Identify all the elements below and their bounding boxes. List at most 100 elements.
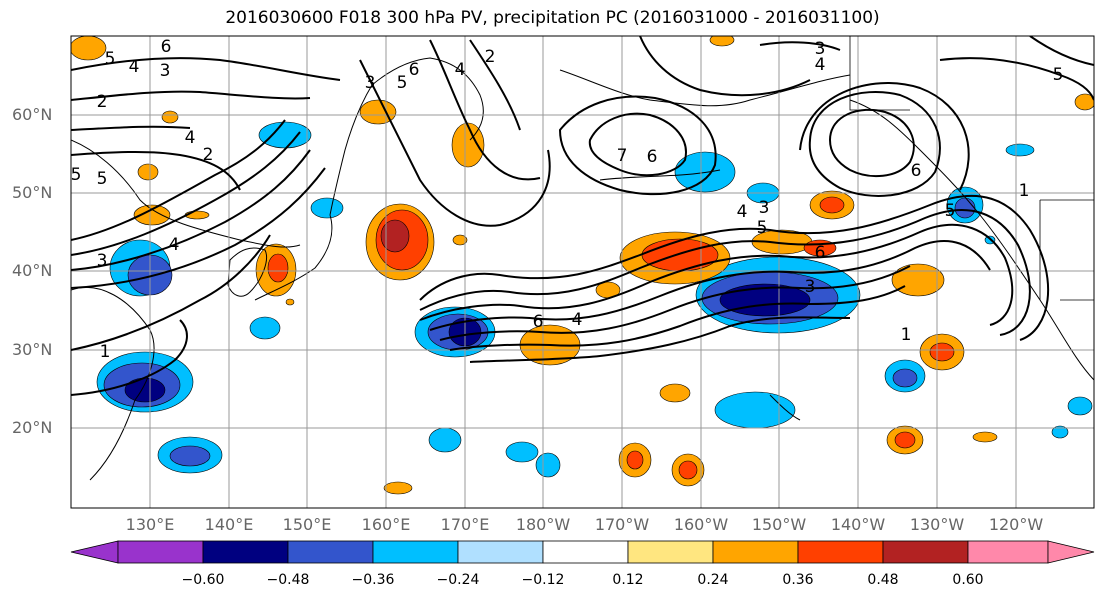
pv-contours <box>71 36 1094 396</box>
pos-anomaly <box>626 450 644 470</box>
contour-label: 5 <box>397 73 408 93</box>
contour-label: 5 <box>945 201 956 221</box>
colorbar-tick-label: −0.24 <box>436 572 480 588</box>
colorbar-swatch <box>202 540 289 564</box>
colorbar-swatch <box>797 540 884 564</box>
lon-label: 150°E <box>282 515 332 534</box>
colorbar-swatch <box>712 540 799 564</box>
pos-anomaly <box>161 110 179 124</box>
lat-label: 60°N <box>12 105 53 124</box>
lon-label: 150°W <box>751 515 807 534</box>
neg-anomaly <box>169 445 211 467</box>
pv-contour-north-2 <box>71 90 311 101</box>
contour-label: 5 <box>1053 65 1064 85</box>
contour-label: 5 <box>757 218 768 238</box>
pv-contour-northeast-3 <box>939 57 1094 101</box>
contour-label: 5 <box>97 169 108 189</box>
precip-shading <box>71 36 1094 495</box>
contour-label: 1 <box>100 342 111 362</box>
contour-label: 3 <box>759 198 770 218</box>
pos-anomaly <box>972 431 998 443</box>
coastline-kurils <box>329 84 373 216</box>
coastline-china <box>71 286 155 481</box>
pos-anomaly <box>71 36 107 61</box>
pv-contour-central-1 <box>359 59 551 227</box>
graticule <box>71 36 1094 508</box>
pv-contour-closed-3 <box>828 108 915 178</box>
colorbar-swatch <box>117 540 204 564</box>
coastline-hawaii <box>769 394 801 421</box>
contour-label: 3 <box>805 277 816 297</box>
contour-label: 4 <box>737 202 748 222</box>
pv-contour-central-3 <box>469 39 521 131</box>
contour-label: 6 <box>533 312 544 332</box>
pos-anomaly <box>451 122 485 168</box>
pv-contour-7 <box>469 316 851 363</box>
pv-contour-west-2 <box>71 131 301 256</box>
contour-label: 1 <box>901 325 912 345</box>
lon-label: 120°W <box>988 515 1044 534</box>
pv-contour-west-1 <box>71 119 286 241</box>
contour-label: 2 <box>97 92 108 112</box>
pv-contour-2 <box>419 209 1031 336</box>
contour-label: 3 <box>365 73 376 93</box>
pv-contour-4 <box>429 239 991 331</box>
pv-contour-west-5 <box>71 234 271 351</box>
colorbar-tick-label: −0.12 <box>521 572 565 588</box>
colorbar-extend-low <box>70 540 119 564</box>
lon-label: 130°E <box>125 515 175 534</box>
contour-label: 3 <box>160 61 171 81</box>
coastline-kamchatka <box>371 57 484 141</box>
colorbar-tick-label: 0.12 <box>612 572 644 588</box>
lon-label: 130°W <box>909 515 965 534</box>
contour-label: 4 <box>129 57 140 77</box>
contour-label: 2 <box>485 47 496 67</box>
chart-title: 2016030600 F018 300 hPa PV, precipitatio… <box>225 8 880 28</box>
neg-anomaly <box>1051 425 1069 439</box>
pos-anomaly <box>133 204 171 226</box>
contour-label: 6 <box>161 37 172 57</box>
pv-contour-1 <box>419 194 1050 341</box>
coastline-alaska-south <box>559 69 851 107</box>
colorbar-tick-label: −0.36 <box>351 572 395 588</box>
pos-anomaly <box>1074 93 1094 111</box>
contour-label: 4 <box>169 235 180 255</box>
coastline-japan <box>254 214 333 301</box>
neg-anomaly <box>954 197 976 219</box>
colorbar-tick-label: −0.60 <box>181 572 225 588</box>
pv-contour-closed-2 <box>558 95 717 196</box>
lon-label: 140°W <box>830 515 886 534</box>
contour-label: 1 <box>1019 181 1030 201</box>
pv-contour-6 <box>449 285 906 351</box>
pv-contour-north-1 <box>71 57 341 81</box>
neg-anomaly <box>258 121 312 149</box>
pos-anomaly <box>678 460 698 480</box>
contour-labels: 6 5 4 3 2 6 5 4 2 3 4 5 2 4 5 3 1 7 6 4 … <box>71 37 1064 362</box>
pos-anomaly <box>819 196 845 214</box>
neg-anomaly <box>535 452 561 478</box>
contour-label: 5 <box>71 165 82 185</box>
pv-contour-central-2 <box>429 39 541 181</box>
pv-contour-northeast-4 <box>1029 36 1094 66</box>
pos-anomaly <box>891 263 945 297</box>
colorbar-tick-label: −0.48 <box>266 572 310 588</box>
lon-label: 160°E <box>361 515 411 534</box>
pv-contour-west-4 <box>71 167 326 289</box>
coastline-korea <box>227 247 267 297</box>
pv-contour-closed-1 <box>588 112 687 177</box>
pv-contour-closed-5 <box>799 82 970 191</box>
pos-anomaly <box>383 481 413 495</box>
pos-anomaly <box>641 238 719 272</box>
colorbar <box>70 540 1095 564</box>
contour-label: 4 <box>815 55 826 75</box>
pos-anomaly <box>285 298 295 306</box>
neg-anomaly <box>249 316 281 340</box>
contour-label: 6 <box>815 243 826 263</box>
lat-label: 40°N <box>12 261 53 280</box>
lat-label: 20°N <box>12 418 53 437</box>
lat-label: 50°N <box>12 183 53 202</box>
colorbar-swatch <box>627 540 714 564</box>
pv-contour-north-4 <box>71 150 241 191</box>
pv-contour-northeast-1 <box>639 36 811 97</box>
